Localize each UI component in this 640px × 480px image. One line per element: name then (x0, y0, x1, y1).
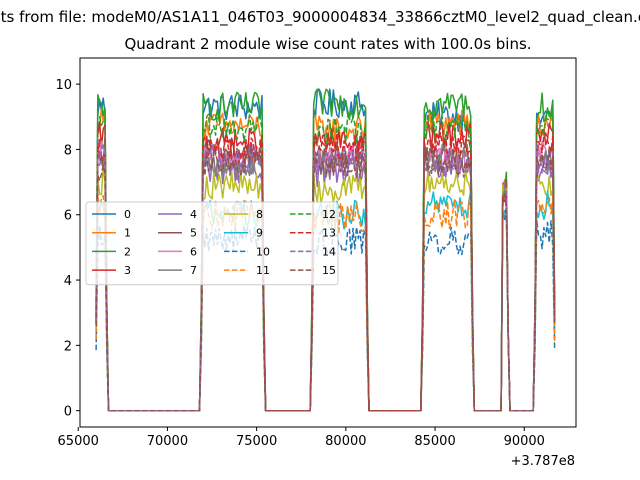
x-tick-label: 65000 (58, 434, 99, 449)
legend-label: 12 (322, 208, 336, 221)
x-tick-label: 85000 (414, 434, 455, 449)
legend-label: 6 (190, 245, 197, 258)
legend-label: 2 (124, 245, 131, 258)
legend-label: 15 (322, 264, 336, 277)
y-axis: 0 2 4 6 8 10 (55, 78, 80, 420)
series-line-14 (95, 143, 556, 412)
legend-label: 3 (124, 264, 131, 277)
legend-label: 1 (124, 227, 131, 240)
legend-label: 13 (322, 227, 336, 240)
x-tick-label: 80000 (325, 434, 366, 449)
y-tick-label: 2 (64, 339, 72, 354)
legend-label: 5 (190, 227, 197, 240)
series-line-15 (95, 147, 556, 412)
legend-label: 11 (256, 264, 270, 277)
legend-label: 14 (322, 245, 336, 258)
axes-frame (79, 57, 577, 428)
legend-label: 0 (124, 208, 131, 221)
legend-label: 10 (256, 245, 270, 258)
legend-label: 8 (256, 208, 263, 221)
chart-title: Quadrant 2 module wise count rates with … (124, 35, 531, 53)
x-axis-offset: +3.787e8 (511, 454, 575, 469)
chart-suptitle: Plots from file: modeM0/AS1A11_046T03_90… (0, 8, 640, 27)
y-tick-label: 6 (64, 209, 72, 224)
x-axis: 65000 70000 75000 80000 85000 90000 (58, 427, 545, 449)
y-tick-label: 10 (55, 78, 72, 93)
legend-label: 9 (256, 227, 263, 240)
x-tick-label: 90000 (504, 434, 545, 449)
x-tick-label: 70000 (147, 434, 188, 449)
y-tick-label: 0 (64, 405, 72, 420)
x-tick-label: 75000 (236, 434, 277, 449)
y-tick-label: 8 (64, 143, 72, 158)
legend-box (85, 201, 339, 286)
y-tick-label: 4 (64, 274, 72, 289)
legend-label: 7 (190, 264, 197, 277)
legend-label: 4 (190, 208, 197, 221)
